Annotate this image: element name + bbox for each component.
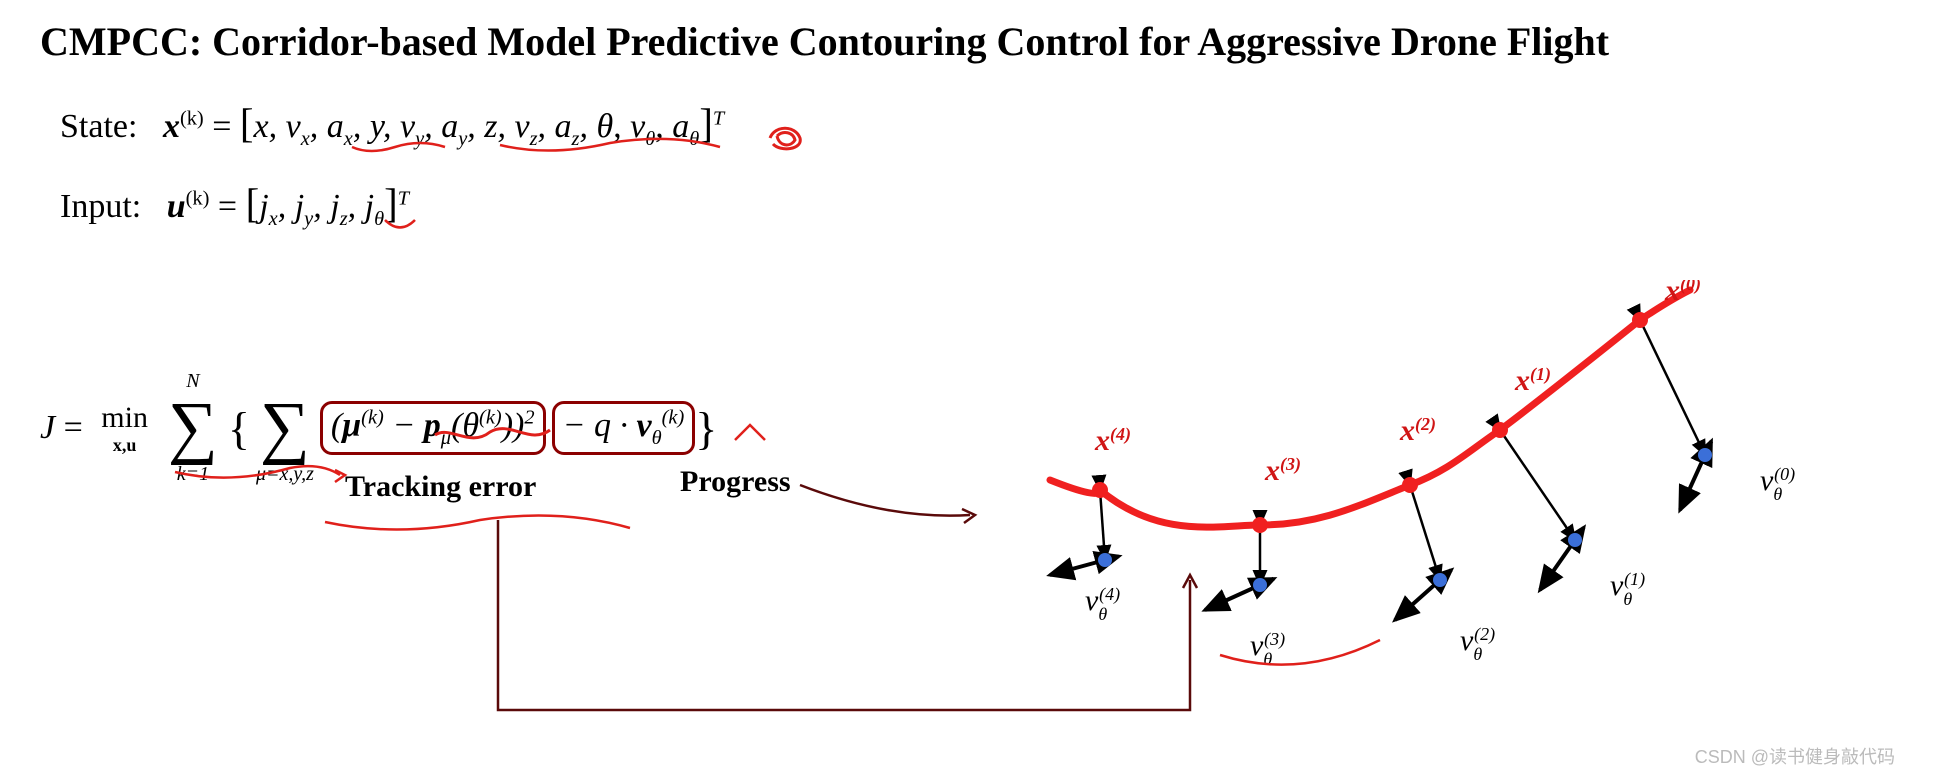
input-components: jx, jy, jz, jθ bbox=[259, 188, 384, 225]
transpose: T bbox=[713, 108, 724, 130]
input-definition: Input: u(k) = [jx, jy, jz, jθ]T bbox=[60, 180, 409, 231]
scribble-q bbox=[730, 420, 770, 450]
min-sub: x,u bbox=[113, 435, 137, 456]
page-title: CMPCC: Corridor-based Model Predictive C… bbox=[40, 18, 1609, 65]
input-sup: (k) bbox=[186, 188, 210, 210]
eq-sign: = bbox=[55, 409, 91, 447]
transpose: T bbox=[398, 188, 409, 210]
state-label: State: bbox=[60, 108, 137, 145]
svg-text:x(3): x(3) bbox=[1264, 454, 1301, 487]
scribble-theta-blob bbox=[765, 120, 825, 160]
min-operator: min x,u bbox=[101, 401, 148, 456]
trajectory-diagram: x(4)x(3)x(2)x(1)x(0)vθ(4)vθ(3)vθ(2)vθ(1)… bbox=[1000, 280, 1900, 770]
lbracket: [ bbox=[240, 101, 254, 146]
sigma-symbol: ∑ bbox=[260, 393, 310, 463]
eq-sign: = bbox=[212, 108, 240, 145]
brace-l: { bbox=[228, 402, 250, 455]
svg-text:x(0): x(0) bbox=[1664, 280, 1701, 307]
scribble-pmu bbox=[430, 420, 580, 460]
sigma-symbol: ∑ bbox=[168, 393, 218, 463]
svg-text:vθ(0): vθ(0) bbox=[1760, 464, 1795, 504]
min-text: min bbox=[101, 401, 148, 435]
svg-text:vθ(2): vθ(2) bbox=[1460, 624, 1495, 664]
svg-text:x(2): x(2) bbox=[1399, 414, 1436, 447]
cost-J: J bbox=[40, 409, 55, 447]
input-label: Input: bbox=[60, 188, 141, 225]
scribble-jtheta bbox=[380, 215, 430, 240]
watermark: CSDN @读书健身敲代码 bbox=[1695, 743, 1895, 769]
scribble-mu-underline bbox=[170, 460, 350, 490]
svg-text:vθ(1): vθ(1) bbox=[1610, 569, 1645, 609]
svg-text:vθ(4): vθ(4) bbox=[1085, 584, 1120, 624]
state-sup: (k) bbox=[180, 108, 204, 130]
state-var: x bbox=[163, 108, 180, 145]
svg-text:x(4): x(4) bbox=[1094, 424, 1131, 457]
brace-r: } bbox=[695, 402, 717, 455]
input-var: u bbox=[167, 188, 186, 225]
progress-term: − q · vθ(k) bbox=[563, 407, 685, 444]
eq-sign: = bbox=[218, 188, 246, 225]
lbracket: [ bbox=[246, 181, 260, 226]
